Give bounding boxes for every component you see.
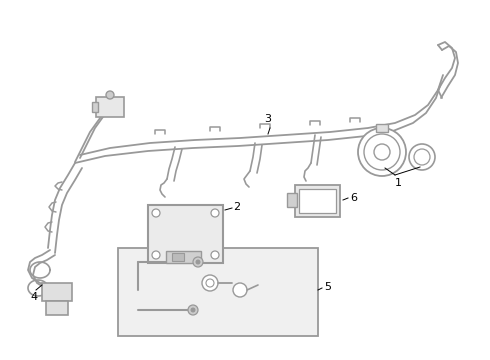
- Text: 4: 4: [30, 292, 38, 302]
- Circle shape: [211, 251, 219, 259]
- Circle shape: [233, 283, 247, 297]
- Bar: [96, 97, 124, 117]
- Bar: [295, 185, 340, 217]
- Bar: [92, 102, 98, 112]
- Text: 2: 2: [233, 202, 240, 212]
- Circle shape: [358, 128, 406, 176]
- Bar: [287, 193, 297, 207]
- Circle shape: [193, 257, 203, 267]
- Bar: [166, 251, 201, 263]
- Circle shape: [211, 209, 219, 217]
- Text: 6: 6: [350, 193, 357, 203]
- Circle shape: [202, 275, 218, 291]
- Circle shape: [188, 305, 198, 315]
- Bar: [172, 253, 184, 261]
- Circle shape: [374, 144, 390, 160]
- Circle shape: [196, 260, 200, 264]
- Bar: [299, 189, 336, 213]
- Bar: [148, 205, 223, 263]
- Circle shape: [206, 279, 214, 287]
- Circle shape: [152, 251, 160, 259]
- Circle shape: [414, 149, 430, 165]
- Text: 3: 3: [265, 114, 271, 124]
- Text: 5: 5: [324, 282, 331, 292]
- Circle shape: [152, 209, 160, 217]
- Bar: [376, 124, 388, 132]
- Bar: [118, 248, 318, 336]
- Circle shape: [364, 134, 400, 170]
- Text: 1: 1: [394, 178, 401, 188]
- Circle shape: [409, 144, 435, 170]
- Bar: [46, 301, 68, 315]
- Circle shape: [191, 308, 195, 312]
- Circle shape: [106, 91, 114, 99]
- Bar: [42, 283, 72, 301]
